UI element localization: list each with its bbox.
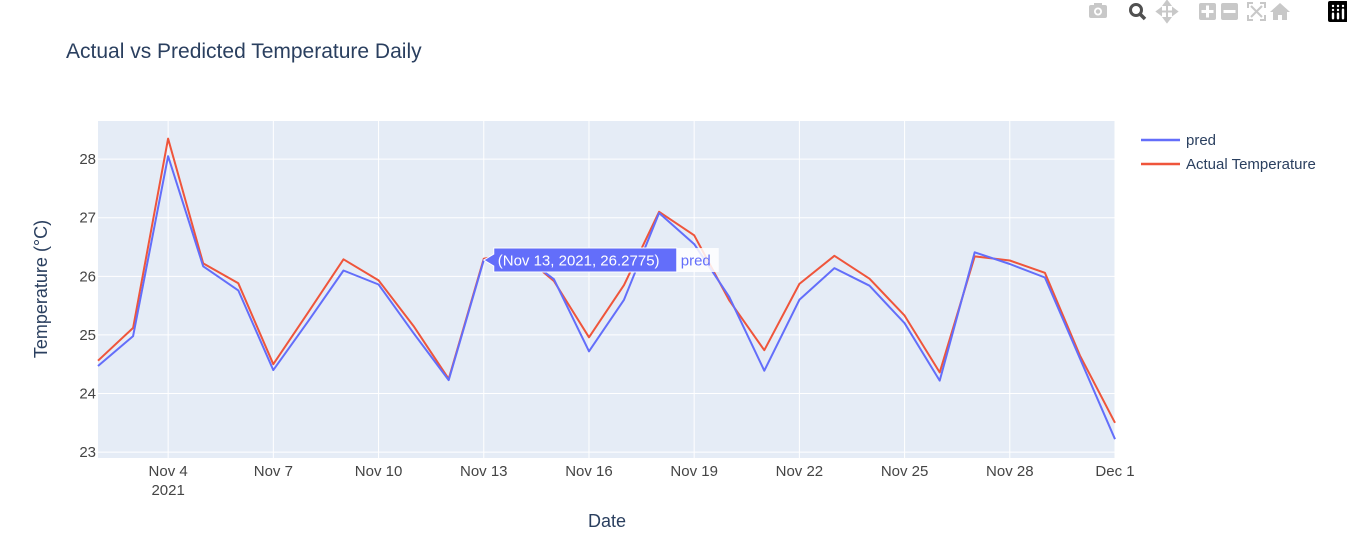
camera-icon[interactable] xyxy=(1089,3,1107,18)
x-tick-label: Nov 7 xyxy=(254,463,293,480)
zoom-in-icon[interactable] xyxy=(1199,3,1216,20)
plotly-logo-icon[interactable] xyxy=(1328,1,1347,22)
y-tick-label: 25 xyxy=(79,327,96,344)
x-tick-label: Dec 1 xyxy=(1095,463,1134,480)
y-axis-title: Temperature (°C) xyxy=(31,220,51,358)
y-tick-label: 23 xyxy=(79,444,96,461)
pan-icon[interactable] xyxy=(1155,0,1179,24)
series-line-actual-temperature[interactable] xyxy=(97,137,1116,424)
hover-value-text: (Nov 13, 2021, 26.2775) xyxy=(498,253,660,270)
legend: pred Actual Temperature xyxy=(1141,132,1316,173)
y-tick-label: 27 xyxy=(79,210,96,227)
zoom-icon[interactable] xyxy=(1129,3,1147,21)
reset-axes-icon[interactable] xyxy=(1270,3,1290,20)
x-tick-label: Nov 13 xyxy=(460,463,508,480)
series-lines xyxy=(97,137,1116,440)
modebar xyxy=(1080,0,1347,24)
x-tick-label: Nov 19 xyxy=(670,463,718,480)
hover-series-name: pred xyxy=(681,253,711,270)
hover-label: (Nov 13, 2021, 26.2775) pred xyxy=(482,247,719,273)
chart-title: Actual vs Predicted Temperature Daily xyxy=(66,40,422,63)
x-tick-label: Nov 16 xyxy=(565,463,613,480)
x-tick-label: Nov 4 xyxy=(149,463,188,480)
legend-label: pred xyxy=(1186,132,1216,149)
plot-area[interactable] xyxy=(98,121,1115,458)
x-tick-label: Nov 25 xyxy=(881,463,929,480)
x-tick-label: Nov 28 xyxy=(986,463,1034,480)
x-tick-sublabel: 2021 xyxy=(151,482,184,499)
x-tick-label: Nov 10 xyxy=(355,463,403,480)
legend-item[interactable]: Actual Temperature xyxy=(1141,156,1316,173)
zoom-out-icon[interactable] xyxy=(1221,3,1238,20)
x-tick-label: Nov 22 xyxy=(776,463,824,480)
y-tick-label: 24 xyxy=(79,386,96,403)
y-tick-label: 26 xyxy=(79,268,96,285)
series-line-pred[interactable] xyxy=(97,155,1116,440)
y-axis-ticks: 23 24 25 26 27 28 xyxy=(79,151,96,461)
y-tick-label: 28 xyxy=(79,151,96,168)
x-axis-ticks: Nov 4 2021 Nov 7 Nov 10 Nov 13 Nov 16 Nov 19 No… xyxy=(149,463,1135,499)
hover-name-box xyxy=(676,248,719,273)
legend-item[interactable]: pred xyxy=(1141,132,1216,149)
gridlines xyxy=(98,121,1116,458)
legend-label: Actual Temperature xyxy=(1186,156,1316,173)
autoscale-icon[interactable] xyxy=(1247,2,1266,21)
x-axis-title: Date xyxy=(588,511,626,531)
